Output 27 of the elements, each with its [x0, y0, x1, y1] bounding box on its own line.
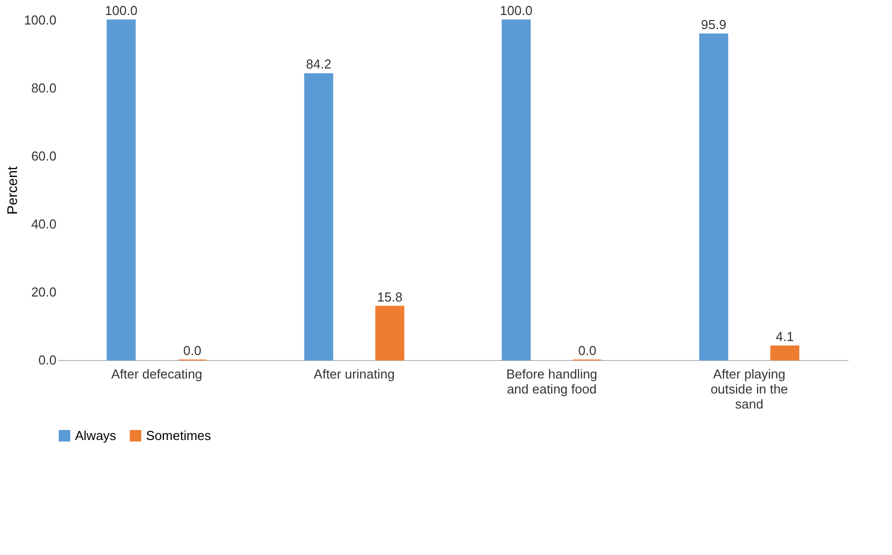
x-tick-label: After urinating — [314, 366, 395, 382]
data-label: 95.9 — [701, 16, 726, 32]
legend-label: Sometimes — [146, 428, 212, 443]
data-label: 0.0 — [578, 343, 596, 358]
data-label: 0.0 — [183, 343, 202, 358]
x-tick-label: After defecating — [111, 366, 202, 382]
x-tick-label: After playing outside in the sand — [710, 366, 788, 412]
bar — [106, 20, 136, 360]
x-tick-label: Before handling and eating food — [506, 366, 598, 396]
bar — [304, 73, 334, 360]
data-label: 100.0 — [104, 3, 138, 18]
y-tick-label: 0.0 — [38, 352, 56, 368]
data-label: 100.0 — [500, 3, 532, 18]
data-label: 4.1 — [776, 329, 794, 344]
legend-label: Always — [75, 428, 117, 443]
y-tick-label: 40.0 — [31, 216, 56, 232]
y-tick-label: 100.0 — [24, 12, 56, 28]
y-tick-label: 60.0 — [31, 148, 56, 164]
data-label: 84.2 — [306, 56, 332, 72]
bar — [502, 20, 531, 360]
bar — [770, 346, 800, 360]
bar — [699, 33, 728, 360]
bar — [375, 306, 404, 360]
data-label: 15.8 — [377, 289, 402, 304]
y-tick-label: 80.0 — [31, 80, 56, 96]
y-axis-title: Percent — [4, 166, 20, 215]
y-tick-label: 20.0 — [31, 284, 56, 300]
